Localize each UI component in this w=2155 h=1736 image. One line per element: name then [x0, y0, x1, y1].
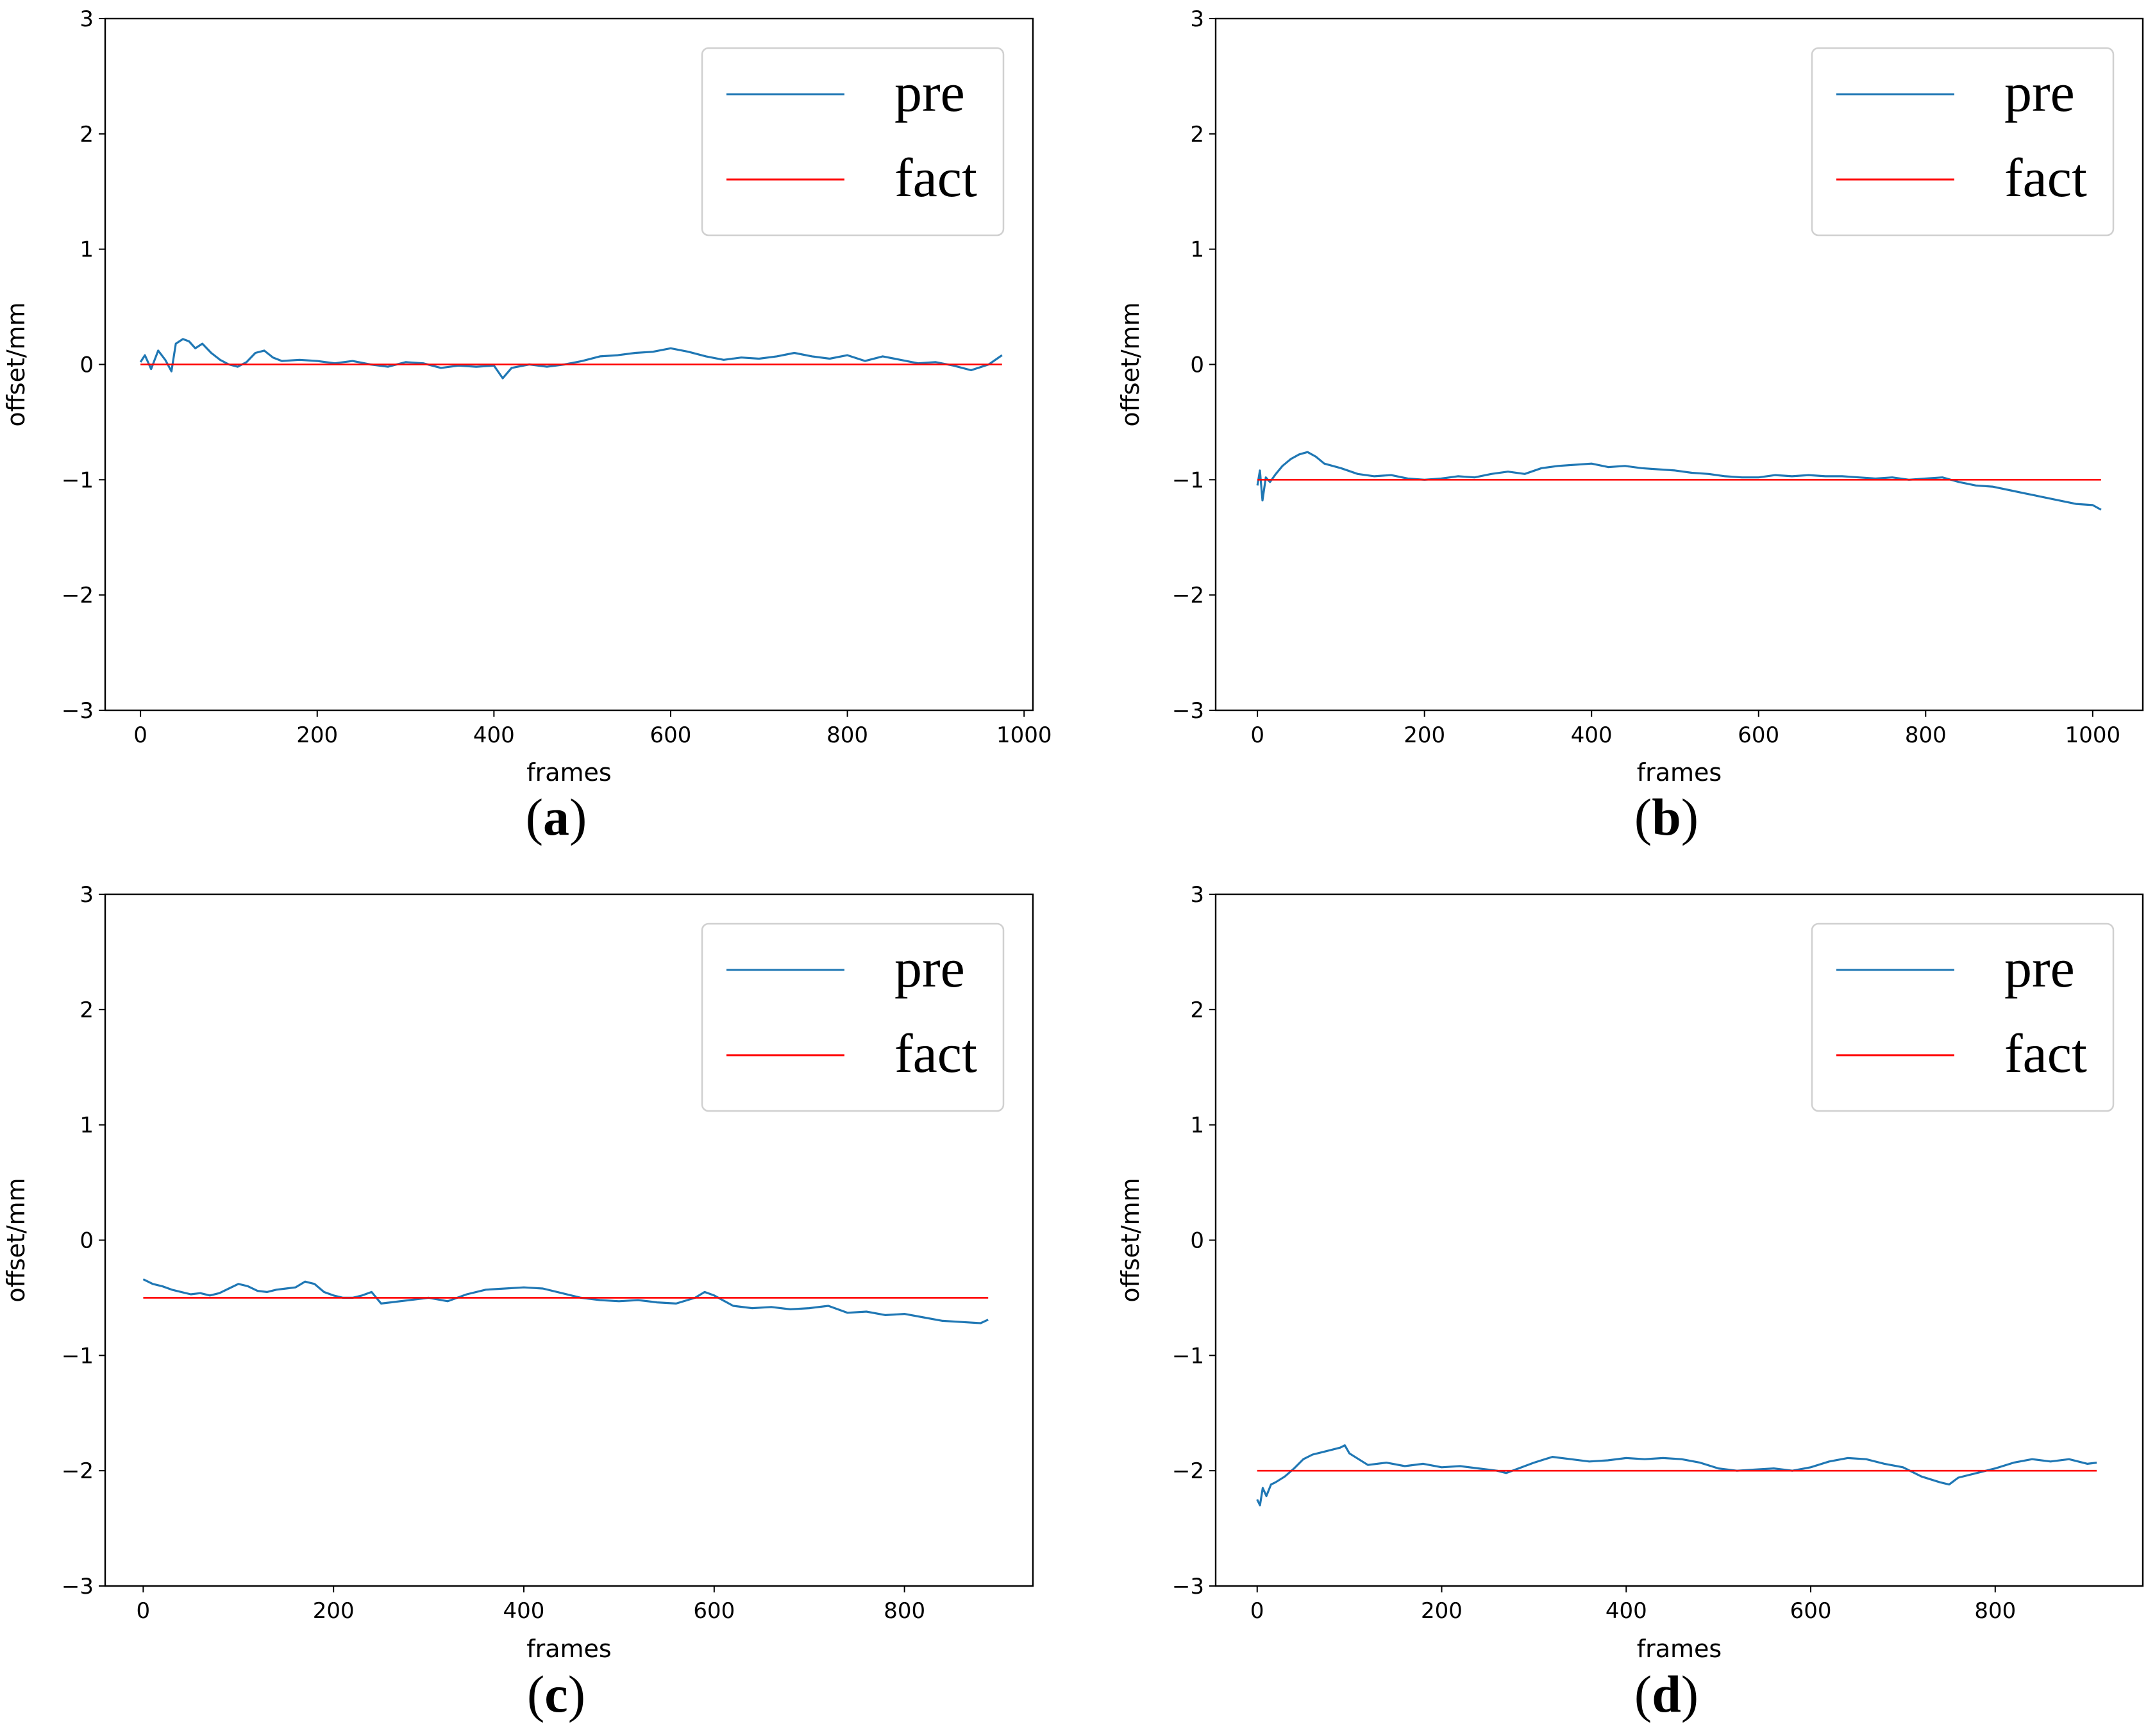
x-tick-label: 200 — [1421, 1598, 1463, 1624]
y-tick-label: −1 — [1172, 1343, 1204, 1369]
legend-label-fact: fact — [2004, 147, 2087, 208]
caption-open-paren: ( — [527, 1665, 544, 1723]
y-tick-label: −1 — [62, 1343, 94, 1369]
x-axis-label: frames — [1637, 1635, 1722, 1663]
panel-caption: (d) — [1634, 1665, 1698, 1723]
y-tick-label: 1 — [1190, 237, 1204, 263]
x-tick-label: 600 — [650, 722, 692, 748]
panel-caption: (c) — [527, 1665, 585, 1723]
caption-open-paren: ( — [1634, 788, 1652, 846]
panel-caption: (b) — [1634, 788, 1698, 846]
x-tick-label: 400 — [1606, 1598, 1647, 1624]
y-tick-label: 3 — [80, 882, 94, 908]
y-tick-label: 1 — [80, 237, 94, 263]
y-axis-label: offset/mm — [2, 302, 30, 426]
caption-close-paren: ) — [568, 1665, 585, 1723]
caption-close-paren: ) — [569, 788, 587, 846]
legend: pre fact — [1811, 922, 2115, 1112]
caption-letter: a — [543, 788, 569, 846]
y-tick-label: 3 — [1190, 6, 1204, 32]
x-axis-label: frames — [526, 758, 611, 787]
x-tick-label: 200 — [1404, 722, 1445, 748]
y-tick-label: 2 — [1190, 997, 1204, 1023]
x-tick-label: 0 — [137, 1598, 151, 1624]
caption-letter: c — [544, 1665, 567, 1723]
x-tick-label: 800 — [826, 722, 868, 748]
y-tick-label: 2 — [80, 997, 94, 1023]
y-tick-label: −1 — [62, 467, 94, 493]
x-tick-label: 600 — [693, 1598, 735, 1624]
x-tick-label: 800 — [1974, 1598, 2016, 1624]
chart-panel-c: 0 200 400 600 800 3 2 1 0 −1 −2 −3 frames offset/mm pr… — [2, 882, 1034, 1723]
x-tick-label: 1000 — [2065, 722, 2121, 748]
x-tick-label: 200 — [313, 1598, 355, 1624]
y-tick-label: −3 — [62, 698, 94, 724]
series-line-pre — [1256, 451, 2102, 511]
caption-open-paren: ( — [526, 788, 543, 846]
chart-panel-b: 0 200 400 600 800 1000 3 2 1 0 −1 −2 −3 frames offset/… — [1116, 6, 2144, 846]
legend: pre fact — [1811, 47, 2115, 237]
caption-letter: b — [1652, 788, 1681, 846]
caption-close-paren: ) — [1681, 1665, 1698, 1723]
y-tick-label: 3 — [80, 6, 94, 32]
x-tick-label: 400 — [503, 1598, 545, 1624]
y-tick-label: −2 — [1172, 1458, 1204, 1484]
y-tick-label: 0 — [1190, 1228, 1204, 1254]
y-tick-label: −2 — [62, 1458, 94, 1484]
y-axis-label: offset/mm — [1116, 302, 1145, 426]
y-tick-label: −3 — [1172, 1574, 1204, 1599]
y-tick-label: 0 — [80, 353, 94, 378]
y-tick-label: −3 — [62, 1574, 94, 1599]
legend-label-fact: fact — [894, 1022, 977, 1084]
y-tick-label: −1 — [1172, 467, 1204, 493]
series-line-pre — [139, 338, 1003, 380]
legend-label-pre: pre — [2004, 937, 2075, 999]
series-line-pre — [142, 1278, 989, 1324]
legend: pre fact — [701, 47, 1005, 237]
x-tick-label: 600 — [1738, 722, 1779, 748]
y-tick-label: 2 — [80, 122, 94, 147]
x-tick-label: 600 — [1790, 1598, 1832, 1624]
legend-label-fact: fact — [894, 147, 977, 208]
y-tick-label: −3 — [1172, 698, 1204, 724]
caption-close-paren: ) — [1681, 788, 1698, 846]
caption-open-paren: ( — [1634, 1665, 1652, 1723]
y-tick-label: 0 — [80, 1228, 94, 1254]
chart-panel-d: 0 200 400 600 800 3 2 1 0 −1 −2 −3 frames offset/mm pr… — [1116, 882, 2144, 1723]
legend-label-pre: pre — [894, 62, 965, 123]
x-tick-label: 800 — [884, 1598, 925, 1624]
y-tick-label: 3 — [1190, 882, 1204, 908]
y-tick-label: 1 — [80, 1113, 94, 1139]
panel-caption: (a) — [526, 788, 587, 846]
x-tick-label: 400 — [473, 722, 515, 748]
y-tick-label: 2 — [1190, 122, 1204, 147]
x-tick-label: 0 — [1250, 722, 1264, 748]
series-line-pre — [1256, 1444, 2097, 1506]
x-tick-label: 0 — [133, 722, 147, 748]
y-axis-label: offset/mm — [2, 1178, 30, 1302]
y-tick-label: −2 — [1172, 583, 1204, 608]
y-tick-label: 1 — [1190, 1113, 1204, 1139]
legend: pre fact — [701, 922, 1005, 1112]
x-tick-label: 800 — [1905, 722, 1947, 748]
x-axis-label: frames — [526, 1635, 611, 1663]
y-axis-label: offset/mm — [1116, 1178, 1145, 1302]
legend-label-pre: pre — [894, 937, 965, 999]
y-tick-label: 0 — [1190, 353, 1204, 378]
x-tick-label: 1000 — [996, 722, 1052, 748]
legend-label-fact: fact — [2004, 1022, 2087, 1084]
caption-letter: d — [1652, 1665, 1681, 1723]
legend-label-pre: pre — [2004, 62, 2075, 123]
x-axis-label: frames — [1637, 758, 1722, 787]
y-tick-label: −2 — [62, 583, 94, 608]
x-tick-label: 200 — [296, 722, 338, 748]
x-tick-label: 0 — [1250, 1598, 1264, 1624]
chart-panel-a: 0 200 400 600 800 1000 3 2 1 0 −1 −2 −3 frames offset/… — [2, 6, 1052, 846]
x-tick-label: 400 — [1571, 722, 1613, 748]
